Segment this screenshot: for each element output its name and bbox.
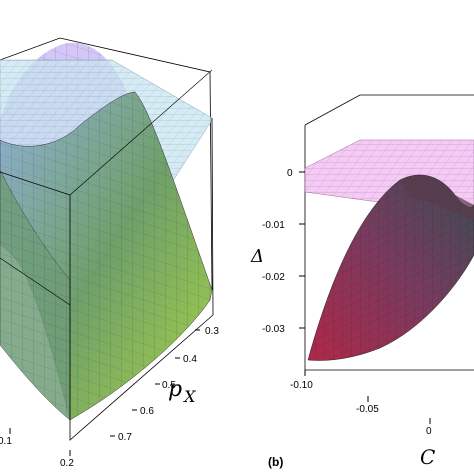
c-axis-label: C xyxy=(420,445,435,469)
px-tick-1: 0.4 xyxy=(183,354,197,365)
panel-a-box-front xyxy=(0,117,214,441)
px-tick-3: 0.6 xyxy=(140,406,154,417)
delta-axis-label: Δ xyxy=(250,246,264,267)
px-tick-4: 0.7 xyxy=(118,432,132,443)
delta-tick-1: -0.01 xyxy=(262,220,285,231)
delta-tick-3: -0.03 xyxy=(262,324,285,335)
delta-tick-0: 0 xyxy=(287,168,293,179)
px-tick-0: 0.3 xyxy=(205,326,219,337)
bottom-tick-1: 0.2 xyxy=(60,458,74,469)
bottom-tick-0: 0.1 xyxy=(0,436,12,447)
panel-b-box-back xyxy=(304,94,474,126)
delta-tick-2: -0.02 xyxy=(262,272,285,283)
panel-a-box-back xyxy=(0,37,213,291)
panel-b: 0 -0.01 -0.02 -0.03 Δ -0.10 -0.05 0 C (b… xyxy=(250,94,474,469)
panel-b-delta-axis: 0 -0.01 -0.02 -0.03 Δ xyxy=(250,168,305,335)
panel-a-bottom-axis: 0.1 0.2 xyxy=(0,428,74,469)
panel-b-c-axis: -0.10 -0.05 0 C xyxy=(290,370,435,469)
c-tick-1: -0.05 xyxy=(356,404,379,415)
px-tick-2: 0.5 xyxy=(162,380,176,391)
c-tick-2: 0 xyxy=(426,426,432,437)
c-tick-0: -0.10 xyxy=(290,380,313,391)
panel-b-label: (b) xyxy=(268,455,283,469)
